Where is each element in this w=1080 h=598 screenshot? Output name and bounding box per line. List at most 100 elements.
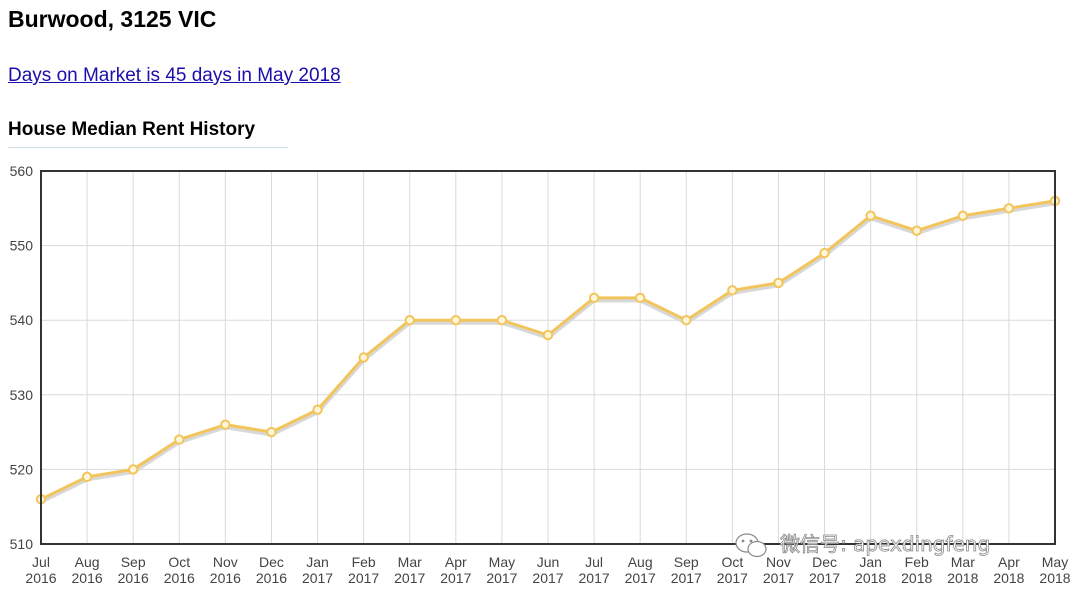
- data-point: [819, 247, 830, 259]
- section-divider: [8, 147, 288, 148]
- data-point: [312, 404, 323, 415]
- x-tick-year: 2017: [671, 570, 702, 586]
- x-tick-month: May: [1042, 554, 1068, 570]
- x-tick-year: 2017: [486, 570, 517, 586]
- x-tick-year: 2017: [394, 570, 425, 586]
- y-tick-label: 510: [10, 536, 34, 552]
- x-tick-year: 2018: [855, 570, 886, 586]
- data-point: [404, 315, 415, 326]
- data-point: [174, 434, 185, 445]
- x-tick-year: 2016: [25, 570, 56, 586]
- x-tick-year: 2018: [1039, 570, 1070, 586]
- x-tick-year: 2016: [256, 570, 287, 586]
- x-tick-month: Mar: [398, 554, 422, 570]
- x-tick-month: Apr: [445, 554, 467, 570]
- y-tick-label: 560: [10, 163, 34, 179]
- x-tick-month: Dec: [812, 554, 837, 570]
- x-tick-year: 2017: [625, 570, 656, 586]
- x-tick-month: Jan: [859, 554, 882, 570]
- data-point: [865, 210, 876, 221]
- grid-lines: [41, 171, 1055, 544]
- x-tick-year: 2017: [763, 570, 794, 586]
- y-tick-label: 550: [10, 238, 34, 254]
- x-tick-year: 2017: [348, 570, 379, 586]
- page-title: Burwood, 3125 VIC: [8, 6, 217, 32]
- x-tick-month: Jan: [306, 554, 329, 570]
- data-point: [681, 315, 692, 326]
- x-tick-month: Nov: [766, 554, 791, 570]
- x-tick-year: 2018: [901, 570, 932, 586]
- x-tick-month: May: [489, 554, 515, 570]
- x-tick-month: Nov: [213, 554, 238, 570]
- x-tick-month: Apr: [998, 554, 1020, 570]
- x-tick-month: Aug: [628, 554, 653, 570]
- x-tick-year: 2018: [993, 570, 1024, 586]
- x-tick-month: Oct: [168, 554, 190, 570]
- x-tick-month: Feb: [905, 554, 929, 570]
- x-tick-year: 2017: [809, 570, 840, 586]
- data-point: [1003, 203, 1015, 214]
- x-tick-year: 2016: [210, 570, 241, 586]
- x-tick-year: 2018: [947, 570, 978, 586]
- x-tick-month: Jun: [537, 554, 560, 570]
- plot-frame: [40, 170, 1056, 545]
- x-tick-month: Mar: [951, 554, 975, 570]
- x-tick-year: 2017: [440, 570, 471, 586]
- days-on-market-link[interactable]: Days on Market is 45 days in May 2018: [8, 65, 341, 86]
- x-axis: Jul2016Aug2016Sep2016Oct2016Nov2016Dec20…: [25, 554, 1070, 586]
- y-axis: 510 520 530 540 550 560: [10, 163, 34, 552]
- data-point: [358, 352, 369, 363]
- data-point: [727, 285, 738, 296]
- data-point: [220, 419, 231, 430]
- watermark: 微信号: apexdingfeng: [735, 532, 991, 558]
- x-tick-year: 2017: [302, 570, 333, 586]
- y-tick-label: 530: [10, 387, 34, 403]
- watermark-text: 微信号: apexdingfeng: [780, 532, 990, 556]
- y-tick-label: 540: [10, 312, 34, 328]
- x-tick-year: 2016: [164, 570, 195, 586]
- x-tick-month: Sep: [121, 554, 146, 570]
- data-point: [266, 426, 277, 438]
- data-point: [496, 315, 508, 326]
- x-tick-month: Feb: [352, 554, 376, 570]
- x-tick-year: 2017: [579, 570, 610, 586]
- x-tick-year: 2017: [717, 570, 748, 586]
- data-point: [957, 210, 969, 221]
- series-layer: [35, 195, 1061, 505]
- data-point: [773, 277, 784, 289]
- x-tick-month: Jul: [32, 554, 50, 570]
- x-tick-year: 2017: [532, 570, 563, 586]
- data-point: [450, 315, 462, 326]
- data-point: [542, 329, 554, 341]
- x-tick-month: Sep: [674, 554, 699, 570]
- x-tick-year: 2016: [72, 570, 103, 586]
- wechat-icon: [735, 533, 767, 558]
- data-point: [911, 225, 922, 236]
- y-tick-label: 520: [10, 461, 34, 477]
- data-point: [588, 292, 600, 304]
- data-point: [634, 292, 646, 304]
